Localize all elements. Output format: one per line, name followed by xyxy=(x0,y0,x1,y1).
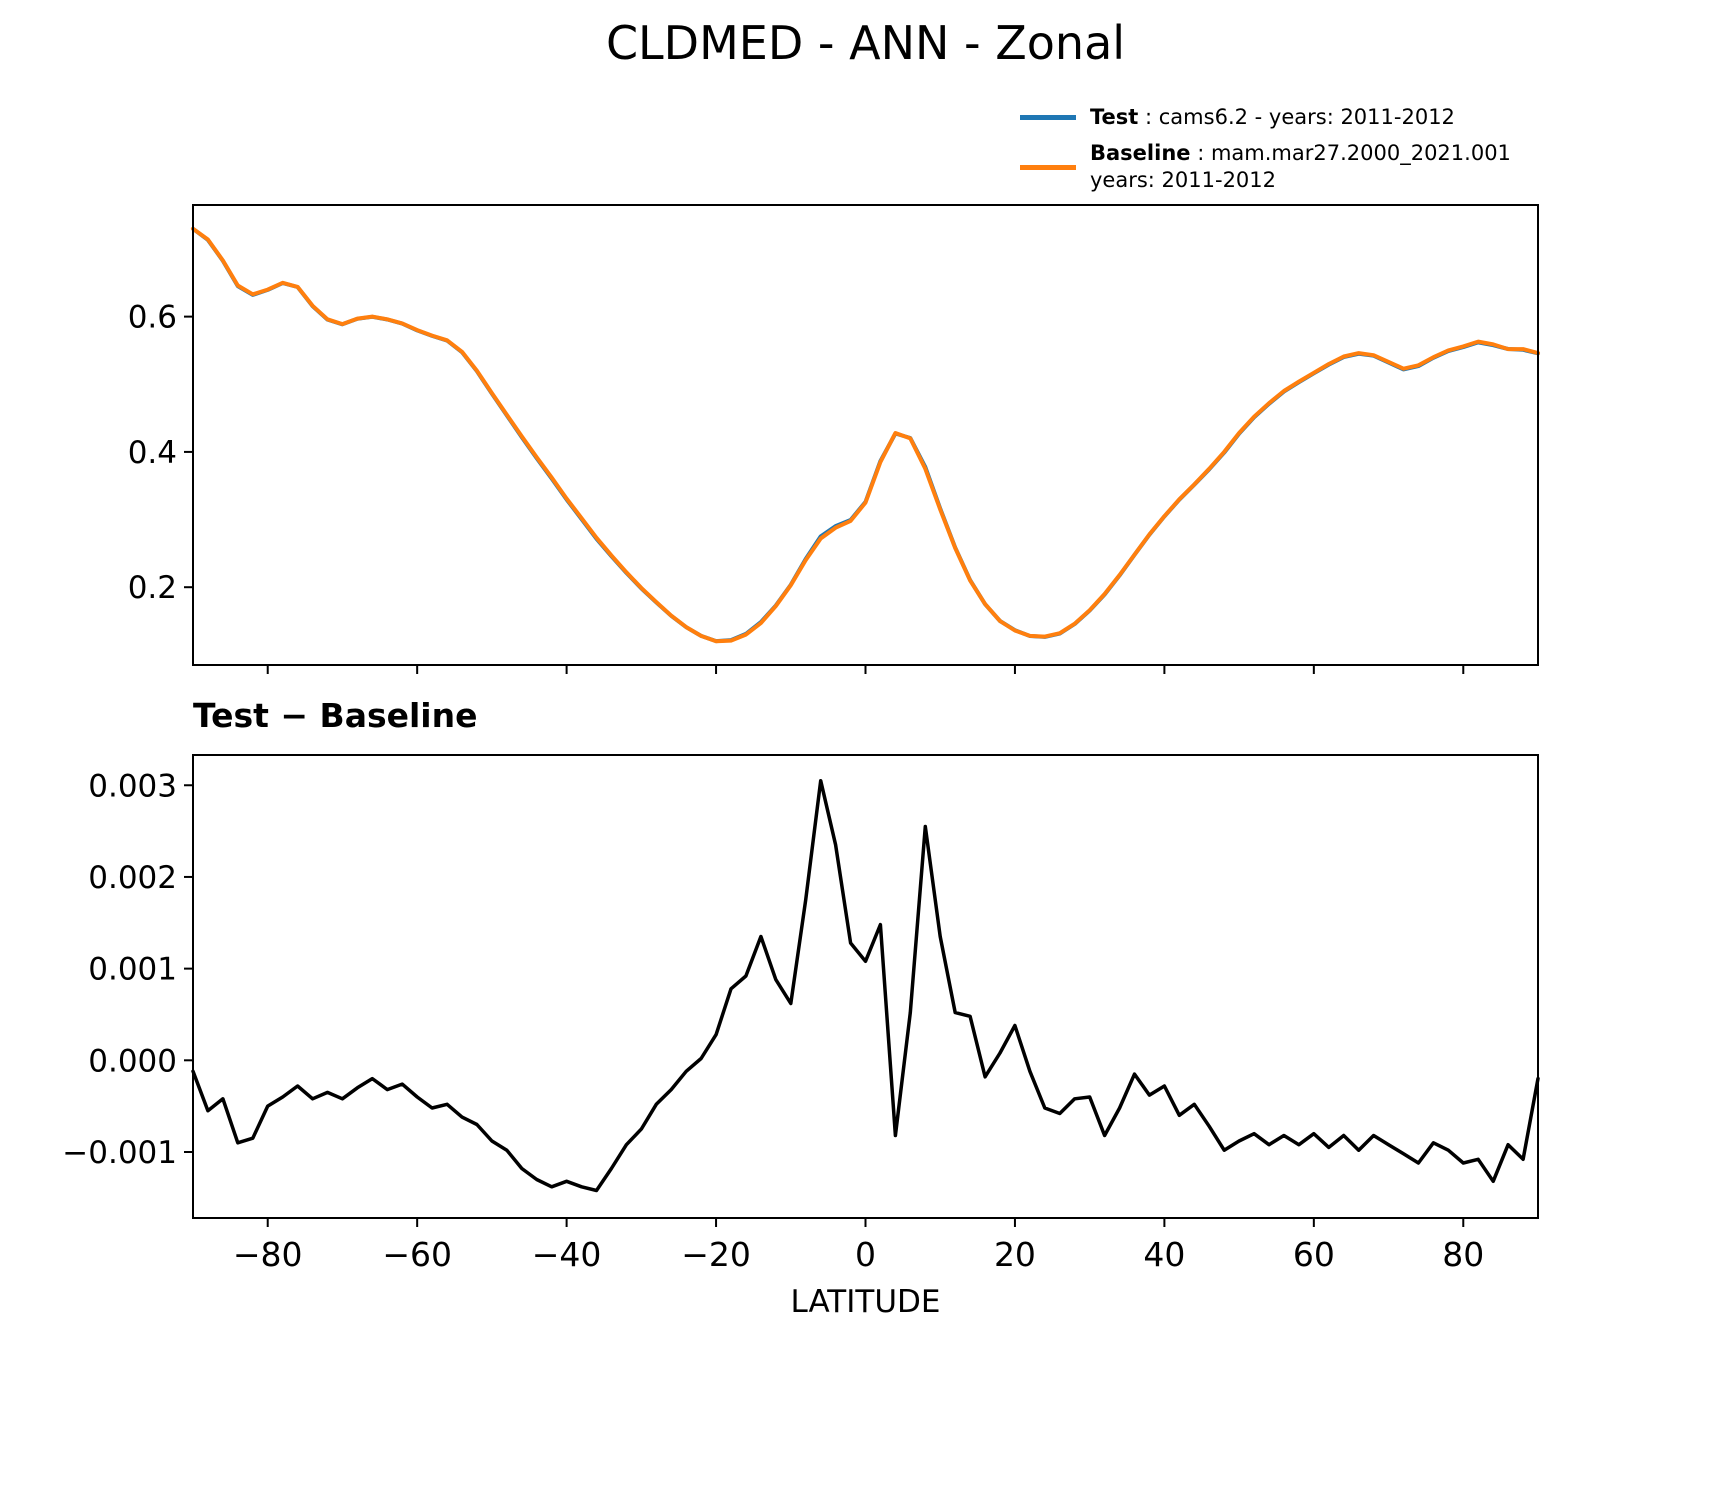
baseline-series-line xyxy=(191,226,1540,644)
y-tick-label: 0.4 xyxy=(128,435,177,471)
legend-baseline-desc: : mam.mar27.2000_2021.001 years: 2011-20… xyxy=(1090,141,1511,192)
plot-frame xyxy=(192,204,1539,666)
y-tick-label: 0.000 xyxy=(88,1043,177,1079)
y-tick-label: 0.001 xyxy=(88,952,177,988)
legend-item-baseline-label: Baseline : mam.mar27.2000_2021.001 years… xyxy=(1090,140,1540,194)
legend-baseline-name: Baseline xyxy=(1090,141,1191,165)
legend-test-desc: : cams6.2 - years: 2011-2012 xyxy=(1145,105,1455,129)
diff-series-line xyxy=(191,778,1540,1193)
baseline-line-swatch xyxy=(1020,164,1076,170)
legend-item-test: Test : cams6.2 - years: 2011-2012 xyxy=(1020,104,1550,131)
y-tick-label: 0.2 xyxy=(128,570,177,606)
x-tick-label: 20 xyxy=(994,1235,1036,1274)
legend: Test : cams6.2 - years: 2011-2012 Baseli… xyxy=(1020,104,1550,194)
x-tick-label: 60 xyxy=(1293,1235,1335,1274)
legend-test-name: Test xyxy=(1090,105,1139,129)
x-tick-label: −20 xyxy=(681,1235,751,1274)
y-tick-label: 0.6 xyxy=(128,300,177,336)
y-tick-label: 0.002 xyxy=(88,860,177,896)
legend-item-test-label: Test : cams6.2 - years: 2011-2012 xyxy=(1090,104,1455,131)
diff-panel-title: Test − Baseline xyxy=(193,696,478,735)
x-tick-label: 40 xyxy=(1143,1235,1185,1274)
x-tick-label: 0 xyxy=(855,1235,876,1274)
x-tick-label: −80 xyxy=(233,1235,303,1274)
x-tick-label: −40 xyxy=(532,1235,602,1274)
x-tick-label: 80 xyxy=(1442,1235,1484,1274)
x-axis-label: LATITUDE xyxy=(790,1284,941,1320)
y-tick-label: −0.001 xyxy=(62,1135,177,1171)
legend-item-baseline: Baseline : mam.mar27.2000_2021.001 years… xyxy=(1020,140,1550,194)
x-tick-label: −60 xyxy=(382,1235,452,1274)
test-line-swatch xyxy=(1020,115,1076,120)
test-series-line xyxy=(191,226,1540,644)
y-tick-label: 0.003 xyxy=(88,768,177,804)
page-title: CLDMED - ANN - Zonal xyxy=(605,16,1126,70)
plot-frame xyxy=(192,754,1539,1219)
